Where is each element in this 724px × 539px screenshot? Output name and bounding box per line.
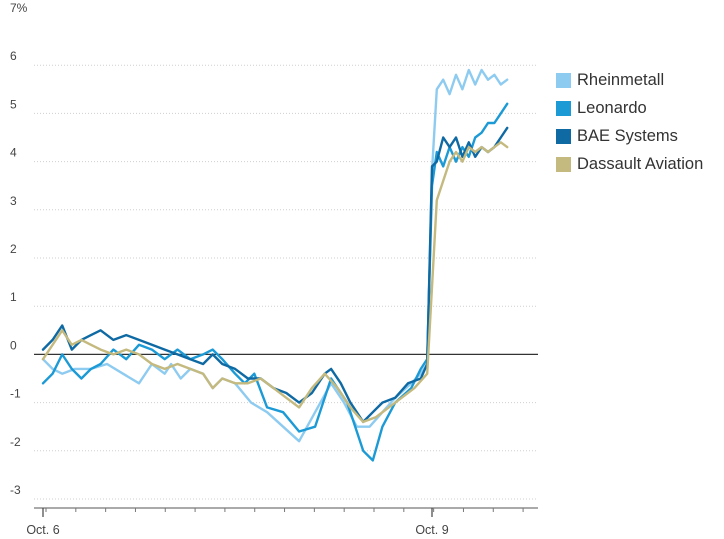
series-line-bae-systems xyxy=(41,126,509,424)
series-line-leonardo xyxy=(41,102,509,462)
series-line-rheinmetall xyxy=(41,68,509,443)
y-tick-label: 7% xyxy=(10,1,28,15)
legend-label: BAE Systems xyxy=(577,126,678,145)
gridlines xyxy=(34,64,538,500)
legend-item-leonardo: Leonardo xyxy=(556,94,703,122)
x-tick-label: Oct. 6 xyxy=(26,523,59,537)
legend-label: Rheinmetall xyxy=(577,70,665,89)
y-tick-label: 4 xyxy=(10,146,17,160)
legend-item-rheinmetall: Rheinmetall xyxy=(556,66,703,94)
y-tick-label: 1 xyxy=(10,290,17,304)
legend-swatch xyxy=(556,156,571,172)
y-tick-label: 5 xyxy=(10,97,17,111)
legend-item-dassault-aviation: Dassault Aviation xyxy=(556,150,703,178)
series-lines xyxy=(41,68,509,462)
y-tick-label: -1 xyxy=(10,387,21,401)
legend-label: Leonardo xyxy=(577,98,647,117)
y-axis-tick-labels: -3 -2 -1 0 1 2 3 4 5 6 7% xyxy=(10,1,28,497)
legend-swatch xyxy=(556,72,571,88)
legend-swatch xyxy=(556,100,571,116)
series-line-dassault-aviation xyxy=(41,141,509,424)
y-tick-label: 2 xyxy=(10,242,17,256)
y-tick-label: -2 xyxy=(10,435,21,449)
legend-label: Dassault Aviation xyxy=(577,154,704,173)
legend: Rheinmetall Leonardo BAE Systems Dassaul… xyxy=(556,66,703,178)
y-tick-label: 6 xyxy=(10,49,17,63)
y-tick-label: 0 xyxy=(10,338,17,352)
y-tick-label: -3 xyxy=(10,483,21,497)
x-tick-label: Oct. 9 xyxy=(415,523,448,537)
x-axis: Oct. 6 Oct. 9 xyxy=(26,507,538,537)
legend-item-bae-systems: BAE Systems xyxy=(556,122,703,150)
y-tick-label: 3 xyxy=(10,194,17,208)
legend-swatch xyxy=(556,128,571,144)
